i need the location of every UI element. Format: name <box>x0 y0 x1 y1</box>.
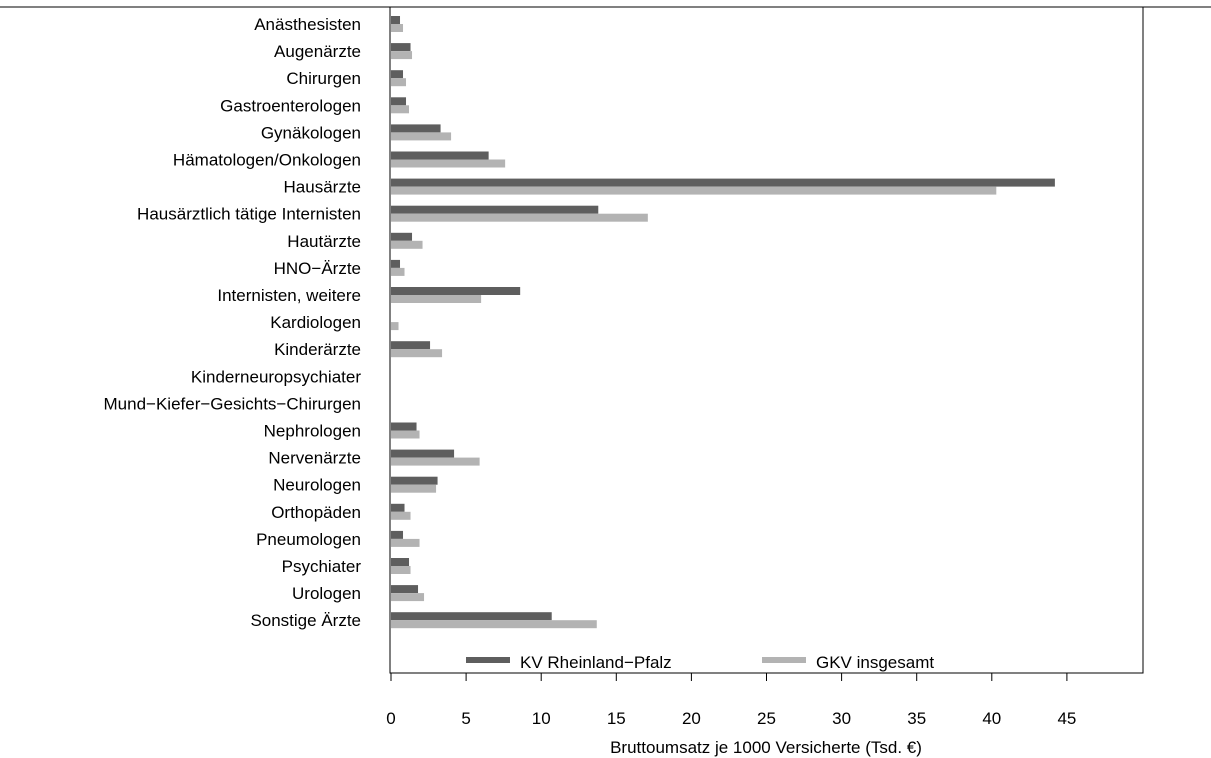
bar-kv-rheinland-pfalz <box>391 503 405 512</box>
bar-kv-rheinland-pfalz <box>391 43 411 52</box>
x-tick-label: 15 <box>607 709 626 728</box>
legend-label: GKV insgesamt <box>816 653 934 672</box>
bar-kv-rheinland-pfalz <box>391 341 431 350</box>
y-tick-label: Orthopäden <box>271 503 361 522</box>
y-tick-label: Kinderneuropsychiater <box>191 367 361 386</box>
y-tick-label: HNO−Ärzte <box>274 259 361 278</box>
x-tick-label: 20 <box>682 709 701 728</box>
bar-kv-rheinland-pfalz <box>391 97 407 106</box>
bar-gkv-insgesamt <box>391 159 506 168</box>
bar-kv-rheinland-pfalz <box>391 232 413 241</box>
bar-kv-rheinland-pfalz <box>391 151 489 160</box>
y-tick-label: Kinderärzte <box>274 340 361 359</box>
bar-kv-rheinland-pfalz <box>391 287 521 295</box>
bar-kv-rheinland-pfalz <box>391 70 404 79</box>
y-tick-label: Mund−Kiefer−Gesichts−Chirurgen <box>104 394 362 413</box>
y-tick-label: Neurologen <box>273 476 361 495</box>
bar-gkv-insgesamt <box>391 457 480 466</box>
y-tick-label: Nephrologen <box>264 422 361 441</box>
x-axis: 0 5 10 15 20 25 30 35 40 45 <box>386 672 1076 728</box>
bar-kv-rheinland-pfalz <box>391 16 401 24</box>
bar-kv-rheinland-pfalz <box>391 124 441 133</box>
y-tick-label: Internisten, weitere <box>217 286 361 305</box>
x-tick-label: 25 <box>757 709 776 728</box>
bar-gkv-insgesamt <box>391 51 413 60</box>
bar-gkv-insgesamt <box>391 349 443 358</box>
bar-gkv-insgesamt <box>391 593 425 602</box>
y-tick-label: Augenärzte <box>274 42 361 61</box>
bar-kv-rheinland-pfalz <box>391 612 552 621</box>
bar-kv-rheinland-pfalz <box>391 585 419 594</box>
x-axis-title: Bruttoumsatz je 1000 Versicherte (Tsd. €… <box>610 738 922 757</box>
y-tick-label: Hausärztlich tätige Internisten <box>137 205 361 224</box>
x-tick-label: 5 <box>461 709 470 728</box>
bar-gkv-insgesamt <box>391 78 407 87</box>
bar-gkv-insgesamt <box>391 24 404 32</box>
y-tick-label: Pneumologen <box>256 530 361 549</box>
bar-kv-rheinland-pfalz <box>391 205 599 214</box>
x-tick-label: 35 <box>907 709 926 728</box>
bar-kv-rheinland-pfalz <box>391 178 1055 187</box>
bar-gkv-insgesamt <box>391 213 648 222</box>
y-tick-label: Sonstige Ärzte <box>250 611 361 630</box>
y-tick-label: Hausärzte <box>284 178 361 197</box>
y-tick-label: Hautärzte <box>287 232 361 251</box>
legend-swatch <box>466 657 510 663</box>
bar-gkv-insgesamt <box>391 105 410 114</box>
bar-gkv-insgesamt <box>391 240 423 249</box>
x-tick-label: 0 <box>386 709 395 728</box>
plot-frame <box>389 6 1144 674</box>
bar-gkv-insgesamt <box>391 322 399 331</box>
x-tick-label: 30 <box>832 709 851 728</box>
legend-label: KV Rheinland−Pfalz <box>520 653 672 672</box>
y-tick-label: Gynäkologen <box>261 123 361 142</box>
bar-gkv-insgesamt <box>391 186 997 195</box>
y-tick-label: Nervenärzte <box>268 449 361 468</box>
bar-kv-rheinland-pfalz <box>391 422 417 431</box>
bar-gkv-insgesamt <box>391 267 405 276</box>
bar-kv-rheinland-pfalz <box>391 259 401 268</box>
y-axis-labels: Anästhesisten Augenärzte Chirurgen Gastroen… <box>104 15 362 630</box>
y-tick-label: Kardiologen <box>270 313 361 332</box>
bar-gkv-insgesamt <box>391 620 597 629</box>
bar-gkv-insgesamt <box>391 132 452 141</box>
y-tick-label: Urologen <box>292 584 361 603</box>
bars-group <box>391 16 1055 629</box>
y-tick-label: Hämatologen/Onkologen <box>173 151 361 170</box>
x-tick-label: 40 <box>982 709 1001 728</box>
x-tick-label: 45 <box>1057 709 1076 728</box>
y-tick-label: Anästhesisten <box>254 15 361 34</box>
bar-gkv-insgesamt <box>391 511 411 520</box>
legend-swatch <box>762 657 806 663</box>
legend: KV Rheinland−Pfalz GKV insgesamt <box>466 653 934 672</box>
bar-gkv-insgesamt <box>391 295 482 303</box>
bar-kv-rheinland-pfalz <box>391 449 455 458</box>
y-tick-label: Psychiater <box>282 557 362 576</box>
bar-gkv-insgesamt <box>391 538 420 547</box>
bar-gkv-insgesamt <box>391 484 437 493</box>
y-tick-label: Gastroenterologen <box>220 96 361 115</box>
bar-gkv-insgesamt <box>391 566 411 574</box>
x-tick-label: 10 <box>532 709 551 728</box>
bar-kv-rheinland-pfalz <box>391 530 404 539</box>
bar-kv-rheinland-pfalz <box>391 558 410 566</box>
y-tick-label: Chirurgen <box>286 69 361 88</box>
bar-gkv-insgesamt <box>391 430 420 439</box>
bar-kv-rheinland-pfalz <box>391 476 438 485</box>
